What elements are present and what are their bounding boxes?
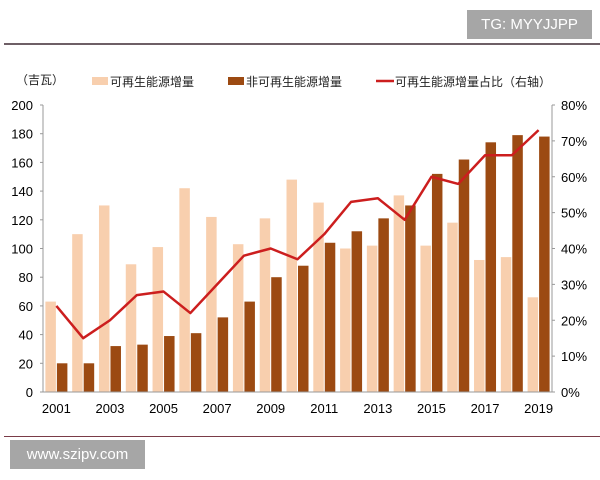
bar-nonrenewable (298, 265, 309, 392)
channel-badge: TG: MYYJJPP (467, 10, 592, 39)
bar-renewable (72, 234, 83, 392)
x-tick-label: 2007 (203, 401, 232, 416)
y-tick-label: 120 (11, 213, 33, 228)
bar-renewable (527, 297, 539, 392)
bar-renewable (179, 188, 190, 392)
y-axis-unit: （吉瓦） (16, 73, 64, 87)
bar-renewable (313, 202, 324, 392)
legend-label-renewable: 可再生能源增量 (110, 75, 194, 89)
bar-renewable (232, 244, 244, 392)
bar-nonrenewable (485, 142, 497, 392)
bar-nonrenewable (271, 277, 282, 392)
y2-tick-label: 50% (561, 206, 587, 221)
y2-tick-label: 80% (561, 98, 587, 113)
y-tick-label: 80 (19, 270, 33, 285)
legend-label-share: 可再生能源增量占比（右轴） (395, 74, 551, 89)
x-tick-label: 2013 (363, 401, 392, 416)
x-tick-label: 2003 (96, 401, 125, 416)
bar-renewable (393, 195, 405, 392)
bar-nonrenewable (431, 173, 443, 392)
bar-nonrenewable (405, 205, 416, 392)
y2-tick-label: 60% (561, 170, 587, 185)
bar-renewable (286, 179, 297, 392)
bar-renewable (98, 205, 110, 392)
legend-swatch-renewable (92, 77, 108, 85)
y-tick-label: 200 (11, 98, 33, 113)
bar-renewable (206, 216, 217, 392)
y2-tick-label: 40% (561, 242, 587, 257)
bar-renewable (500, 257, 512, 392)
watermark: www.szipv.com (10, 440, 145, 469)
bar-renewable (259, 218, 271, 392)
header-divider (4, 43, 600, 45)
bar-renewable (152, 247, 164, 392)
bar-renewable (340, 248, 351, 392)
bar-nonrenewable (217, 317, 229, 392)
y-tick-label: 180 (11, 127, 33, 142)
bar-nonrenewable (512, 135, 523, 392)
y-tick-label: 40 (19, 328, 33, 343)
y2-tick-label: 10% (561, 349, 587, 364)
bar-nonrenewable (351, 231, 363, 392)
x-tick-label: 2011 (310, 401, 338, 416)
bar-renewable (366, 245, 378, 392)
y-tick-label: 100 (11, 242, 33, 257)
x-tick-label: 2019 (524, 401, 553, 416)
bar-renewable (447, 222, 458, 392)
y2-tick-label: 30% (561, 277, 587, 292)
bar-renewable (45, 301, 56, 392)
y2-tick-label: 20% (561, 313, 587, 328)
x-tick-label: 2009 (256, 401, 285, 416)
y-tick-label: 20 (19, 356, 33, 371)
footer-divider (4, 436, 600, 437)
x-tick-label: 2017 (471, 401, 500, 416)
y2-tick-label: 0% (561, 385, 580, 400)
bar-renewable (474, 259, 485, 392)
bar-nonrenewable (56, 363, 68, 392)
bar-nonrenewable (539, 136, 550, 392)
bar-nonrenewable (378, 218, 389, 392)
bar-nonrenewable (190, 333, 202, 392)
bar-renewable (420, 245, 431, 392)
bar-nonrenewable (83, 363, 95, 392)
bar-renewable (125, 264, 137, 392)
y-tick-label: 60 (19, 299, 33, 314)
x-tick-label: 2001 (42, 401, 71, 416)
bar-nonrenewable (164, 336, 175, 392)
bar-nonrenewable (244, 301, 255, 392)
y2-tick-label: 70% (561, 134, 587, 149)
legend-label-nonrenewable: 非可再生能源增量 (246, 75, 342, 89)
y-tick-label: 140 (11, 184, 33, 199)
legend-swatch-nonrenewable (228, 77, 244, 85)
y-tick-label: 0 (26, 385, 33, 400)
y-tick-label: 160 (11, 155, 33, 170)
bar-nonrenewable (137, 344, 148, 392)
x-tick-label: 2015 (417, 401, 446, 416)
bar-nonrenewable (110, 346, 121, 392)
bar-nonrenewable (324, 242, 336, 392)
x-tick-label: 2005 (149, 401, 178, 416)
bar-nonrenewable (458, 159, 470, 392)
